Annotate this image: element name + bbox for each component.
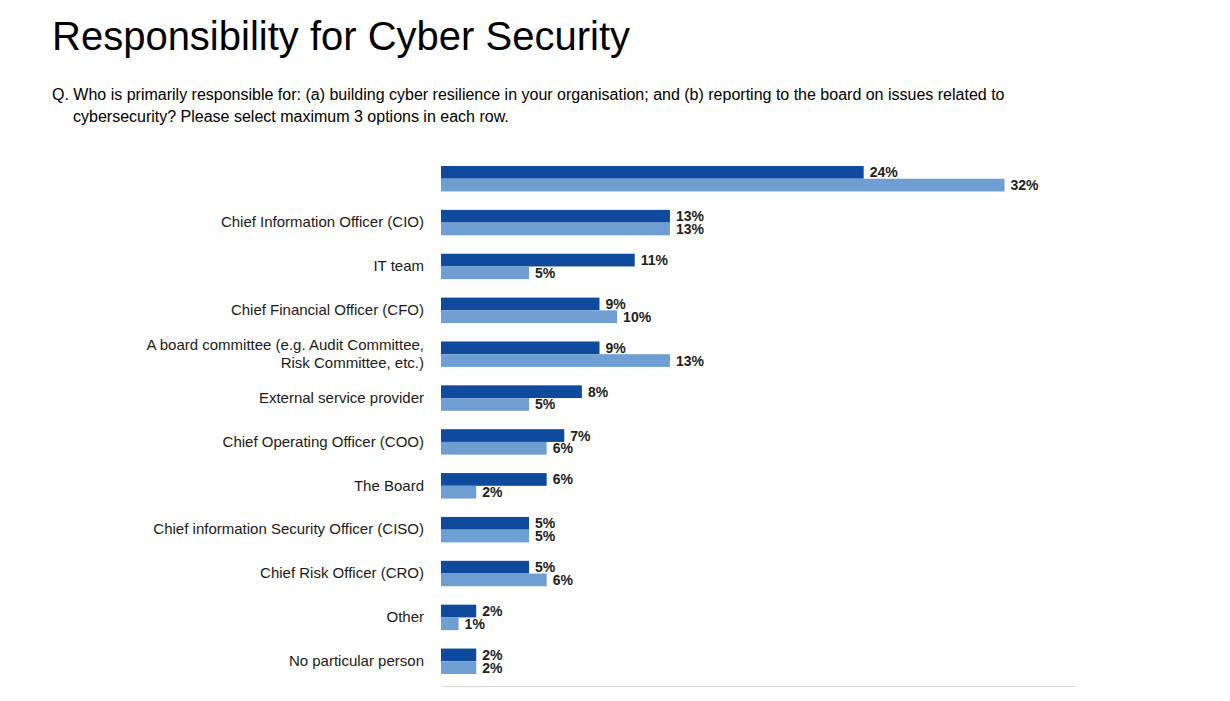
bar <box>441 223 670 236</box>
bar <box>441 398 529 411</box>
category-label-line: Risk Committee, etc.) <box>281 354 424 371</box>
chart: Responsibility for Cyber Security Q. Who … <box>0 0 1230 701</box>
bar <box>441 210 670 223</box>
category-label-line: External service provider <box>259 389 424 406</box>
data-label: 13% <box>676 353 705 369</box>
bar <box>441 649 476 662</box>
category-label-line: A board committee (e.g. Audit Committee, <box>146 336 424 353</box>
y-axis: Chief Information Officer (CIO) IT team Ch… <box>146 213 424 669</box>
data-label: 5% <box>535 528 556 544</box>
category-label-line: No particular person <box>289 652 424 669</box>
category-label-line: Chief Risk Officer (CRO) <box>260 564 424 581</box>
data-label: 32% <box>1011 177 1040 193</box>
bar <box>441 354 670 367</box>
category-label: Chief Information Officer (CIO) <box>221 213 424 230</box>
category-label-line: Chief Financial Officer (CFO) <box>231 301 424 318</box>
category-label: The Board <box>354 477 424 494</box>
x-axis-line <box>442 686 1076 687</box>
bar <box>441 310 617 323</box>
bar <box>441 561 529 574</box>
category-label: Other <box>386 608 424 625</box>
bar <box>441 429 564 442</box>
subtitle: Q. Who is primarily responsible for: (a)… <box>52 86 1005 125</box>
category-label: Chief Risk Officer (CRO) <box>260 564 424 581</box>
data-label: 7% <box>570 428 591 444</box>
category-label-line: The Board <box>354 477 424 494</box>
bar <box>441 442 547 455</box>
subtitle-line: cybersecurity? Please select maximum 3 o… <box>73 108 509 125</box>
y-tick: External service provider <box>259 389 424 406</box>
category-label: A board committee (e.g. Audit Committee,… <box>146 336 424 371</box>
data-labels: 24%13%11%9%9%8%7%6%5%5%2%2%32%13%5%10%13… <box>465 164 1040 675</box>
category-label: IT team <box>373 257 424 274</box>
category-label: Chief Financial Officer (CFO) <box>231 301 424 318</box>
category-label: No particular person <box>289 652 424 669</box>
data-label: 6% <box>553 471 574 487</box>
bar <box>441 617 459 630</box>
bar <box>441 486 476 499</box>
data-label: 2% <box>482 484 503 500</box>
data-label: 11% <box>641 252 669 268</box>
y-tick: Chief information Security Officer (CISO… <box>153 520 424 537</box>
y-tick: IT team <box>373 257 424 274</box>
y-tick: Chief Operating Officer (COO) <box>223 433 424 450</box>
category-label-line: Chief information Security Officer (CISO… <box>153 520 424 537</box>
bar <box>441 298 600 311</box>
y-tick: Other <box>386 608 424 625</box>
y-tick: Chief Financial Officer (CFO) <box>231 301 424 318</box>
data-label: 1% <box>465 616 486 632</box>
y-tick: No particular person <box>289 652 424 669</box>
subtitle-line: Q. Who is primarily responsible for: (a)… <box>52 86 1005 103</box>
data-label: 9% <box>606 340 627 356</box>
category-label-line: Chief Operating Officer (COO) <box>223 433 424 450</box>
data-label: 6% <box>553 440 574 456</box>
x-axis <box>442 686 1076 687</box>
y-tick: Chief Risk Officer (CRO) <box>260 564 424 581</box>
bar <box>441 530 529 543</box>
data-label: 5% <box>535 265 556 281</box>
category-label-line: IT team <box>373 257 424 274</box>
data-label: 2% <box>482 660 503 676</box>
bar <box>441 179 1005 192</box>
data-label: 2% <box>482 603 503 619</box>
title: Responsibility for Cyber Security <box>52 14 630 58</box>
bar <box>441 574 547 587</box>
data-label: 24% <box>870 164 899 180</box>
category-label: Chief Operating Officer (COO) <box>223 433 424 450</box>
data-label: 13% <box>676 221 705 237</box>
bar <box>441 166 864 179</box>
y-tick: The Board <box>354 477 424 494</box>
bar <box>441 517 529 530</box>
y-tick: Chief Information Officer (CIO) <box>221 213 424 230</box>
data-label: 6% <box>553 572 574 588</box>
data-label: 10% <box>623 309 652 325</box>
category-label-line: Other <box>386 608 424 625</box>
data-label: 8% <box>588 384 609 400</box>
bar <box>441 385 582 398</box>
data-label: 5% <box>535 396 556 412</box>
bar <box>441 341 600 354</box>
bars <box>441 166 1005 674</box>
bar <box>441 661 476 674</box>
bar <box>441 266 529 279</box>
y-tick: A board committee (e.g. Audit Committee,… <box>146 336 424 371</box>
category-label-line: Chief Information Officer (CIO) <box>221 213 424 230</box>
category-label: Chief information Security Officer (CISO… <box>153 520 424 537</box>
category-label: External service provider <box>259 389 424 406</box>
